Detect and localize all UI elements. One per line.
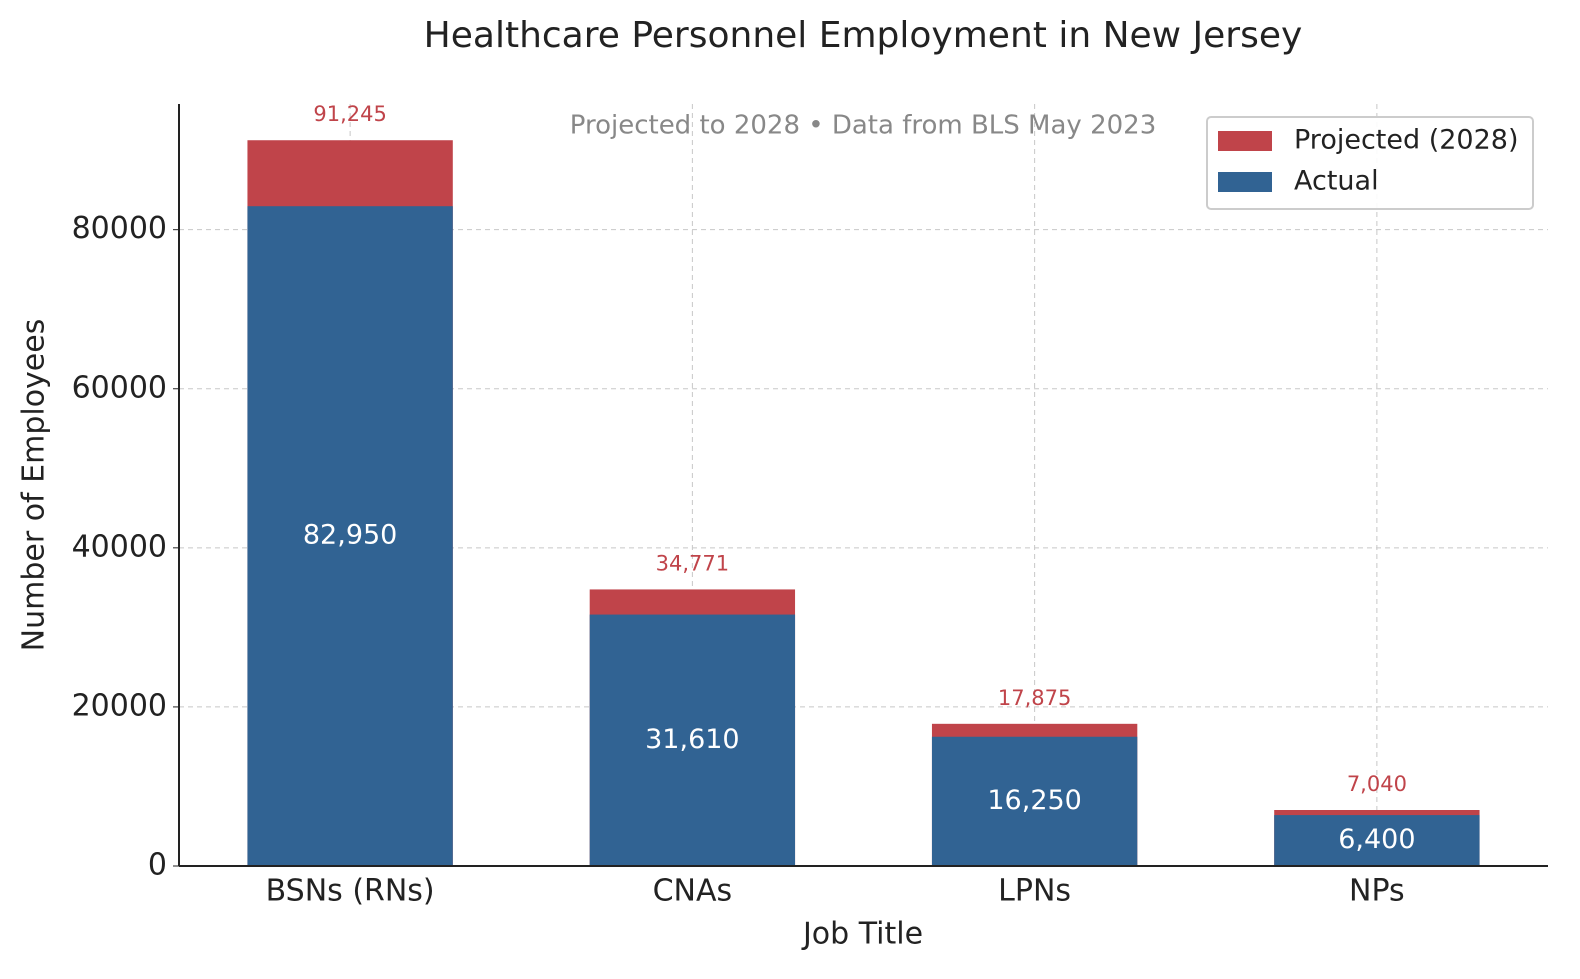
value-label: 82,950 bbox=[303, 520, 397, 551]
y-axis-label: Number of Employees bbox=[17, 319, 52, 652]
legend-label: Projected (2028) bbox=[1294, 125, 1519, 156]
bar bbox=[931, 736, 1138, 866]
value-label: 34,771 bbox=[656, 551, 729, 575]
value-label: 31,610 bbox=[645, 724, 739, 755]
x-tick-label: CNAs bbox=[653, 874, 733, 909]
chart-title: Healthcare Personnel Employment in New J… bbox=[424, 15, 1303, 56]
x-tick-label: BSNs (RNs) bbox=[266, 874, 435, 909]
y-tick-label: 20000 bbox=[72, 688, 167, 723]
x-axis-label: Job Title bbox=[801, 917, 923, 952]
bar bbox=[247, 206, 453, 866]
value-label: 16,250 bbox=[987, 785, 1081, 816]
value-label: 6,400 bbox=[1338, 824, 1415, 855]
value-label: 91,245 bbox=[313, 102, 386, 126]
legend-label: Actual bbox=[1294, 166, 1379, 197]
x-tick-label: LPNs bbox=[998, 874, 1071, 909]
legend-swatch bbox=[1218, 172, 1272, 192]
y-tick-label: 0 bbox=[148, 848, 167, 883]
value-label: 7,040 bbox=[1347, 772, 1407, 796]
subtitle: Projected to 2028 • Data from BLS May 20… bbox=[570, 111, 1157, 141]
bar bbox=[1274, 815, 1480, 866]
legend-swatch bbox=[1218, 131, 1272, 151]
legend-box bbox=[1206, 116, 1534, 210]
value-label: 17,875 bbox=[998, 686, 1071, 710]
bar bbox=[589, 614, 796, 866]
y-tick-label: 60000 bbox=[72, 370, 167, 405]
y-tick-label: 80000 bbox=[72, 211, 167, 246]
y-tick-label: 40000 bbox=[72, 529, 167, 564]
x-tick-label: NPs bbox=[1349, 874, 1405, 909]
